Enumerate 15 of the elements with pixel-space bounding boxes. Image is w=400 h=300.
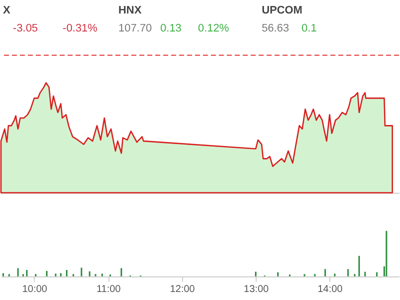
- text: X: [2, 4, 11, 17]
- x-tick-label: 10:00: [22, 284, 48, 295]
- x-tick-label: 13:00: [244, 284, 270, 295]
- text: -0.31%: [62, 22, 98, 35]
- text: 0.1: [301, 22, 317, 35]
- text: 56.63: [262, 22, 290, 35]
- x-tick-label: 14:00: [318, 284, 343, 295]
- x-tick-label: 12:00: [170, 284, 196, 295]
- text: 0.12%: [198, 22, 230, 35]
- text: HNX: [118, 4, 142, 17]
- text: UPCOM: [262, 4, 302, 17]
- text: 0.13: [160, 22, 182, 35]
- text: 107.70: [118, 22, 152, 35]
- x-tick-label: 11:00: [96, 284, 122, 295]
- text: -3.05: [12, 22, 38, 35]
